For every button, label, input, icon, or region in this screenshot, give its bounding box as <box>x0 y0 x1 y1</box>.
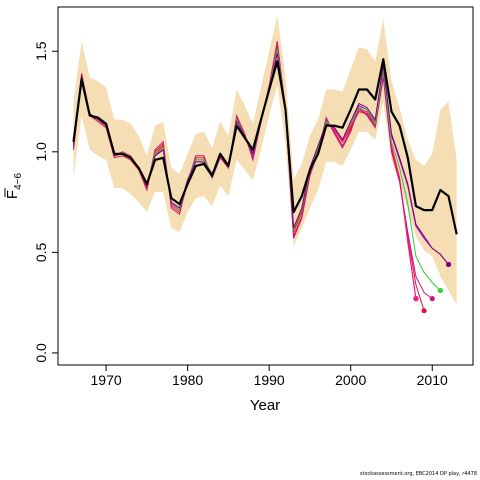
y-tick-label-3: 1.5 <box>33 41 49 61</box>
x-tick-label-2000: 2000 <box>335 372 366 388</box>
x-axis-title: Year <box>250 397 280 414</box>
confidence-band <box>73 15 457 305</box>
y-tick-label-2: 1.0 <box>33 142 49 162</box>
x-axis: 1970 1980 1990 2000 2010 <box>91 365 448 388</box>
retro-series-endpoint-4 <box>429 296 435 302</box>
plot-frame <box>57 6 474 366</box>
retrospective-endpoints <box>413 261 452 314</box>
y-axis-title-sub: 4−6 <box>13 172 24 189</box>
svg-text:F4−6: F4−6 <box>4 172 24 199</box>
main-estimate-layer <box>72 58 458 235</box>
main-estimate-line <box>72 58 458 235</box>
retro-series-endpoint-7 <box>445 261 452 268</box>
x-tick-label-1970: 1970 <box>91 372 122 388</box>
credit-text: stockassessment.org, EBC2014 DP play, r4… <box>359 471 477 477</box>
y-tick-label-0: 0.0 <box>33 343 49 363</box>
y-axis-title-group: F4−6 <box>4 172 24 199</box>
confidence-band-layer <box>73 15 457 305</box>
y-tick-label-1: 0.5 <box>33 242 49 262</box>
x-tick-label-1990: 1990 <box>254 372 285 388</box>
retro-series-endpoint-2 <box>421 308 427 314</box>
y-axis: 0.0 0.5 1.0 1.5 <box>33 41 58 363</box>
x-tick-label-2010: 2010 <box>417 372 448 388</box>
retro-series-endpoint-6 <box>437 287 443 294</box>
x-tick-label-1980: 1980 <box>172 372 203 388</box>
y-axis-title-main: F <box>4 190 21 199</box>
retro-series-endpoint-3 <box>413 296 419 302</box>
